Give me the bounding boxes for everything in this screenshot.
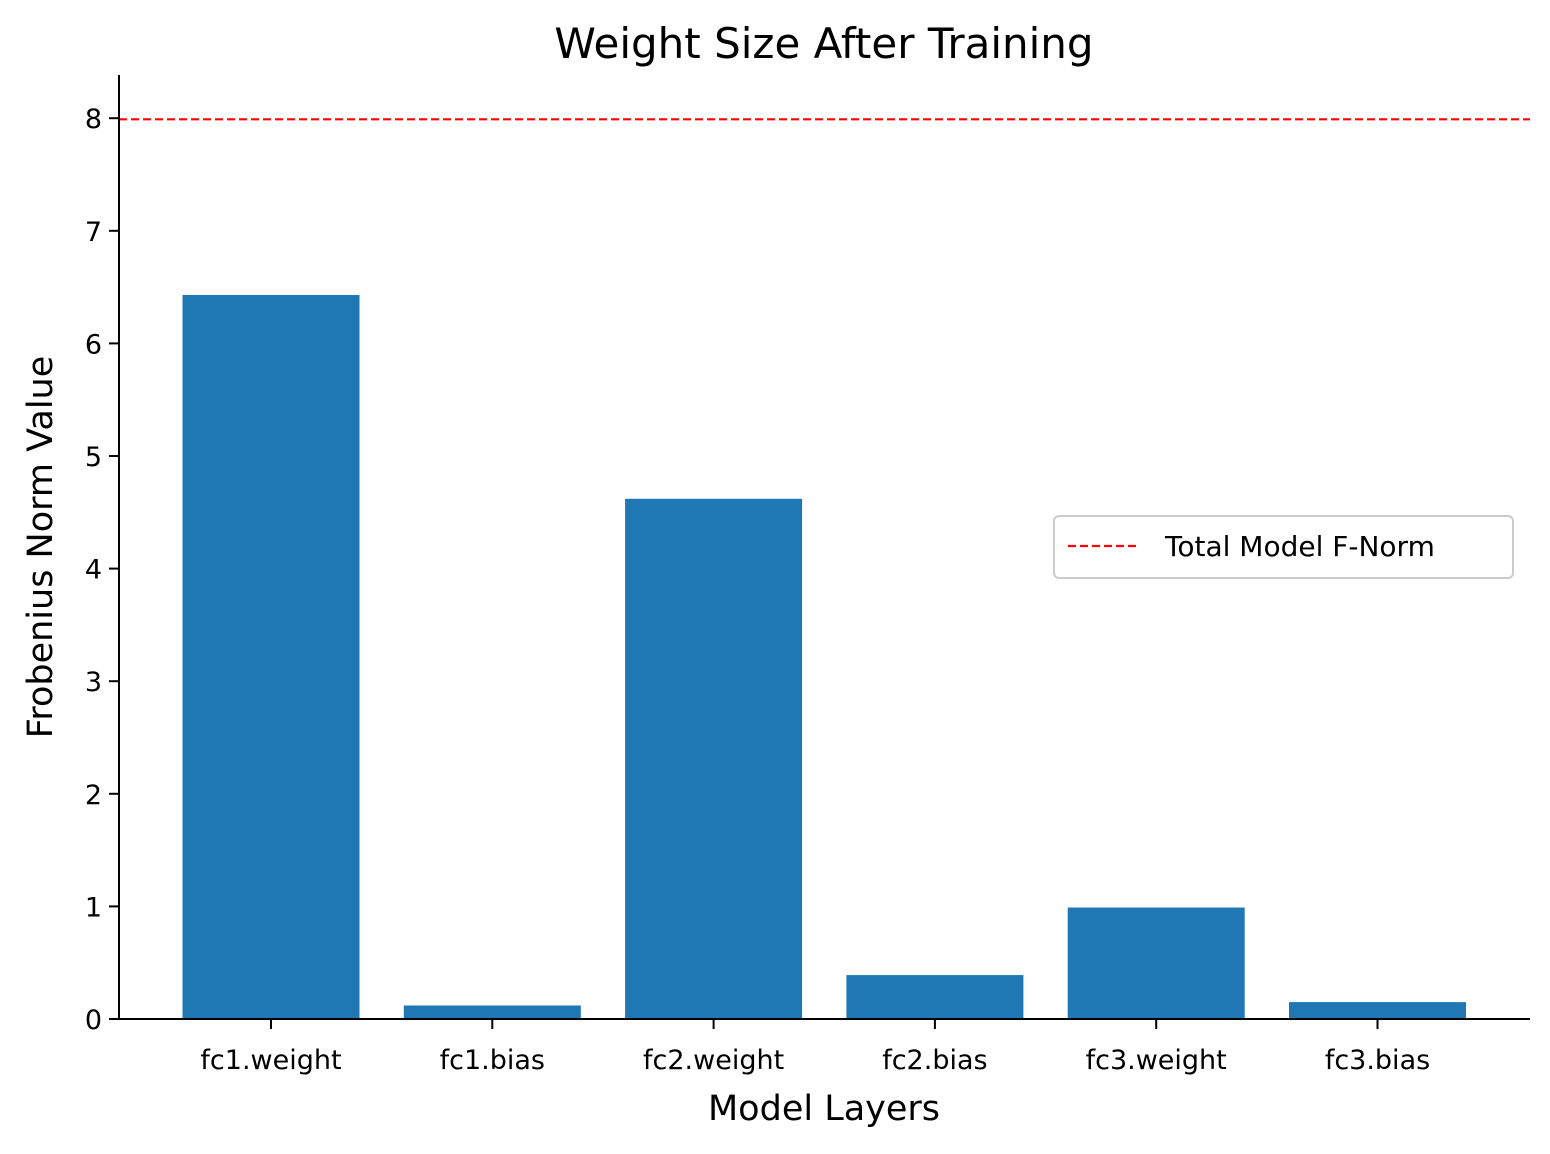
x-tick-label: fc3.weight (1086, 1045, 1227, 1076)
bar-fc2-bias (846, 975, 1024, 1019)
legend-box (1053, 515, 1514, 579)
x-tick-label: fc3.bias (1325, 1045, 1430, 1076)
y-tick-label: 0 (85, 1005, 102, 1036)
y-tick-label: 7 (85, 217, 102, 248)
y-tick-label: 5 (85, 442, 102, 473)
y-tick-label: 8 (85, 104, 102, 135)
legend: Total Model F-Norm (1053, 515, 1514, 579)
bar-fc3-bias (1289, 1002, 1466, 1019)
y-tick-label: 4 (85, 555, 102, 586)
bar-fc2-weight (625, 498, 803, 1020)
y-tick-label: 3 (85, 667, 102, 698)
chart-title: Weight Size After Training (554, 19, 1093, 68)
x-tick-label: fc1.weight (200, 1045, 341, 1076)
y-tick-label: 2 (85, 780, 102, 811)
x-ticks: fc1.weight fc1.bias fc2.weight fc2.bias fc3.… (200, 1019, 1430, 1076)
x-tick-label: fc2.bias (882, 1045, 987, 1076)
bars-layer (182, 294, 1466, 1020)
x-tick-label: fc2.weight (643, 1045, 784, 1076)
x-tick-label: fc1.bias (440, 1045, 545, 1076)
y-ticks: 0 1 2 3 4 5 6 7 8 (85, 104, 119, 1036)
bar-fc1-weight (182, 294, 360, 1019)
legend-label: Total Model F-Norm (1164, 530, 1435, 563)
bar-fc1-bias (403, 1005, 581, 1019)
y-tick-label: 1 (85, 892, 102, 923)
y-axis-title: Frobenius Norm Value (21, 356, 61, 739)
x-axis-title: Model Layers (708, 1089, 940, 1129)
bar-fc3-weight (1067, 907, 1245, 1019)
y-tick-label: 6 (85, 329, 102, 360)
